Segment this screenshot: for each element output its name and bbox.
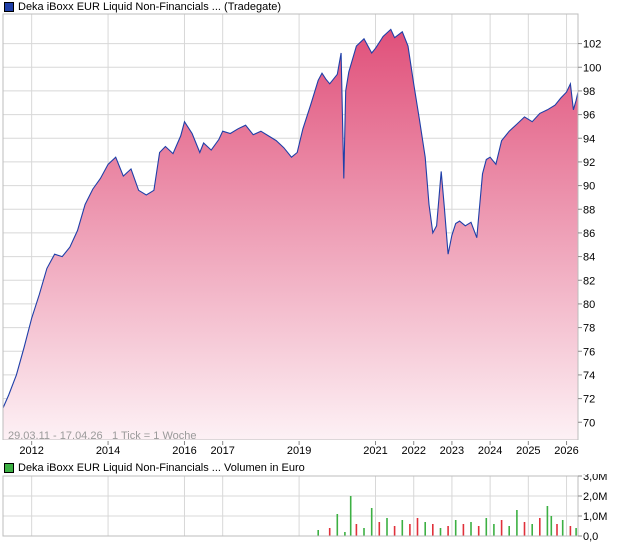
volume-bar [546, 506, 549, 536]
volume-bar [550, 516, 553, 536]
volume-y-axis: 0,0 1,0M 2,0M 3,0M [578, 474, 607, 543]
volume-bar [416, 518, 419, 536]
volume-bar [393, 526, 396, 536]
volume-bar [344, 532, 346, 536]
volume-y-tick-label: 1,0M [583, 511, 607, 523]
volume-bar [439, 528, 442, 536]
volume-bar [575, 528, 577, 536]
volume-bar [531, 524, 533, 536]
volume-plot-frame [2, 475, 579, 537]
x-tick-label: 2026 [554, 445, 578, 457]
volume-bar [336, 514, 339, 536]
volume-chart: 0,0 1,0M 2,0M 3,0M [2, 474, 607, 543]
volume-y-tick-label: 0,0 [583, 531, 598, 543]
x-tick-label: 2024 [478, 445, 502, 457]
volume-bar [569, 526, 572, 536]
x-axis: 2012 2014 2016 2017 2019 2021 2022 2023 2024 2025… [19, 441, 579, 457]
price-y-tick-label: 86 [583, 228, 595, 240]
price-y-tick-label: 90 [583, 181, 595, 193]
volume-y-tick-label: 2,0M [583, 491, 607, 503]
volume-bar [378, 522, 381, 536]
x-tick-label: 2017 [210, 445, 234, 457]
volume-bar [386, 518, 388, 536]
price-y-tick-label: 98 [583, 86, 595, 98]
volume-bar [485, 518, 488, 536]
volume-bar [424, 522, 426, 536]
price-y-tick-label: 74 [583, 370, 595, 382]
volume-bar [561, 520, 564, 536]
x-tick-label: 2014 [96, 445, 120, 457]
volume-y-tick-label: 3,0M [583, 474, 607, 483]
volume-bar [454, 520, 457, 536]
volume-bar [349, 496, 352, 536]
volume-bar [470, 522, 472, 536]
price-y-tick-label: 72 [583, 394, 595, 406]
volume-bar [493, 524, 495, 536]
tick-info-label: 1 Tick = 1 Woche [112, 430, 196, 440]
volume-bar [355, 524, 358, 536]
volume-legend-swatch [4, 463, 14, 473]
price-legend-label: Deka iBoxx EUR Liquid Non-Financials ...… [18, 1, 282, 13]
x-tick-label: 2019 [287, 445, 311, 457]
date-range-label: 29.03.11 - 17.04.26 [8, 430, 103, 440]
volume-bar [462, 524, 465, 536]
price-y-tick-label: 96 [583, 110, 595, 122]
volume-grid [3, 475, 578, 537]
price-y-tick-label: 70 [583, 417, 595, 429]
volume-bar [556, 524, 558, 536]
volume-bar [539, 518, 541, 536]
volume-bar [523, 522, 526, 536]
price-y-tick-label: 80 [583, 299, 595, 311]
volume-bar [409, 524, 411, 536]
x-tick-label: 2021 [363, 445, 387, 457]
volume-bars [317, 496, 577, 536]
volume-legend: Deka iBoxx EUR Liquid Non-Financials ...… [4, 461, 305, 475]
price-y-tick-label: 94 [583, 133, 595, 145]
volume-bar [508, 526, 510, 536]
price-y-tick-label: 100 [583, 62, 601, 74]
price-y-tick-label: 78 [583, 323, 595, 335]
price-y-tick-label: 102 [583, 39, 601, 51]
volume-bar [370, 508, 373, 536]
x-tick-label: 2025 [516, 445, 540, 457]
volume-bar [328, 528, 331, 536]
x-tick-label: 2023 [440, 445, 464, 457]
price-chart: 70 72 74 76 78 80 82 84 86 88 90 92 94 96 98 100 102 29.… [2, 13, 601, 440]
volume-bar [363, 528, 365, 536]
x-tick-label: 2016 [172, 445, 196, 457]
volume-bar [500, 520, 503, 536]
volume-legend-label: Deka iBoxx EUR Liquid Non-Financials ...… [18, 462, 305, 474]
volume-bar [447, 526, 449, 536]
x-tick-label: 2012 [19, 445, 43, 457]
volume-bar [516, 510, 518, 536]
price-y-tick-label: 88 [583, 204, 595, 216]
volume-bar [401, 520, 404, 536]
volume-bar [317, 530, 319, 536]
x-tick-label: 2022 [401, 445, 425, 457]
price-plot-frame [2, 13, 579, 440]
price-y-tick-label: 84 [583, 252, 595, 264]
price-line [2, 28, 579, 409]
price-legend-swatch [4, 2, 14, 12]
price-y-tick-label: 82 [583, 275, 595, 287]
volume-bar [477, 526, 480, 536]
price-y-axis: 70 72 74 76 78 80 82 84 86 88 90 92 94 96 98 100 102 [578, 39, 601, 429]
price-y-tick-label: 76 [583, 346, 595, 358]
price-area [3, 29, 578, 440]
price-legend: Deka iBoxx EUR Liquid Non-Financials ...… [4, 0, 281, 14]
price-y-tick-label: 92 [583, 157, 595, 169]
volume-bar [432, 524, 434, 536]
